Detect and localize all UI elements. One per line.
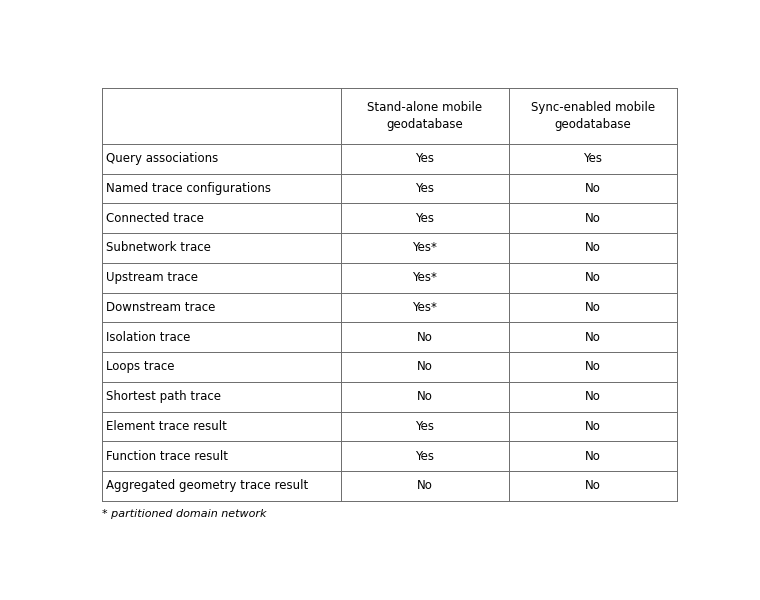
Text: No: No: [585, 301, 601, 314]
Text: No: No: [417, 361, 432, 373]
Text: Upstream trace: Upstream trace: [106, 271, 198, 284]
Text: Yes: Yes: [416, 449, 435, 463]
Text: No: No: [585, 241, 601, 254]
Text: Shortest path trace: Shortest path trace: [106, 390, 221, 403]
Text: Loops trace: Loops trace: [106, 361, 175, 373]
Text: Connected trace: Connected trace: [106, 212, 204, 225]
Text: Sync-enabled mobile
geodatabase: Sync-enabled mobile geodatabase: [531, 101, 655, 131]
Text: No: No: [585, 449, 601, 463]
Text: Downstream trace: Downstream trace: [106, 301, 216, 314]
Text: Query associations: Query associations: [106, 152, 218, 165]
Text: No: No: [585, 361, 601, 373]
Text: * partitioned domain network: * partitioned domain network: [102, 509, 267, 519]
Text: Stand-alone mobile
geodatabase: Stand-alone mobile geodatabase: [367, 101, 483, 131]
Text: Yes: Yes: [416, 152, 435, 165]
Text: Yes: Yes: [416, 182, 435, 195]
Text: No: No: [585, 420, 601, 433]
Text: Yes: Yes: [584, 152, 603, 165]
Text: Function trace result: Function trace result: [106, 449, 228, 463]
Text: Yes: Yes: [416, 420, 435, 433]
Text: Isolation trace: Isolation trace: [106, 331, 191, 344]
Text: No: No: [417, 479, 432, 493]
Text: Yes: Yes: [416, 212, 435, 225]
Text: Element trace result: Element trace result: [106, 420, 227, 433]
Text: Yes*: Yes*: [413, 241, 437, 254]
Text: No: No: [417, 390, 432, 403]
Text: Yes*: Yes*: [413, 301, 437, 314]
Text: No: No: [585, 479, 601, 493]
Text: No: No: [585, 331, 601, 344]
Text: No: No: [417, 331, 432, 344]
Text: No: No: [585, 390, 601, 403]
Text: Yes*: Yes*: [413, 271, 437, 284]
Text: Aggregated geometry trace result: Aggregated geometry trace result: [106, 479, 309, 493]
Text: Named trace configurations: Named trace configurations: [106, 182, 271, 195]
Text: Subnetwork trace: Subnetwork trace: [106, 241, 211, 254]
Text: No: No: [585, 212, 601, 225]
Text: No: No: [585, 182, 601, 195]
Text: No: No: [585, 271, 601, 284]
